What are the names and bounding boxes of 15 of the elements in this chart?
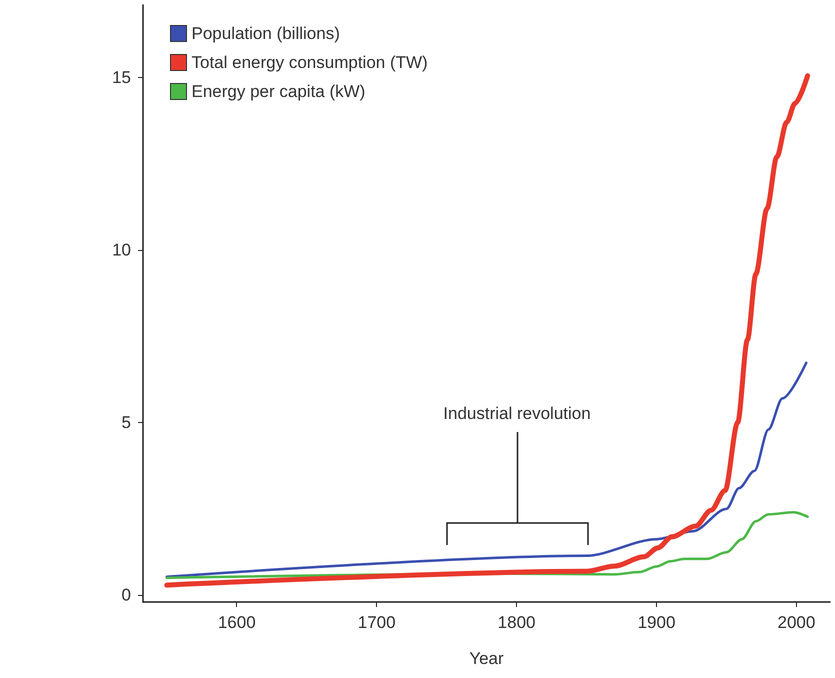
- x-tick-label: 1700: [358, 613, 396, 632]
- annotation: Industrial revolution: [442, 404, 592, 424]
- x-tick-label: 1900: [638, 613, 676, 632]
- x-axis-title: Year: [469, 649, 504, 668]
- legend-label: Population (billions): [192, 24, 340, 43]
- x-tick-label: 1800: [498, 613, 536, 632]
- line-series: [166, 362, 808, 578]
- y-tick-label: 10: [112, 240, 131, 260]
- legend-label: Total energy consumption (TW): [192, 53, 428, 72]
- y-tick-label: 0: [122, 586, 131, 605]
- y-tick-label: 15: [112, 68, 131, 87]
- y-tick-label: 5: [122, 413, 131, 432]
- x-tick-label: 1600: [218, 613, 256, 632]
- x-tick-label: 2000: [778, 613, 816, 632]
- legend-label: Energy per capita (kW): [192, 82, 366, 101]
